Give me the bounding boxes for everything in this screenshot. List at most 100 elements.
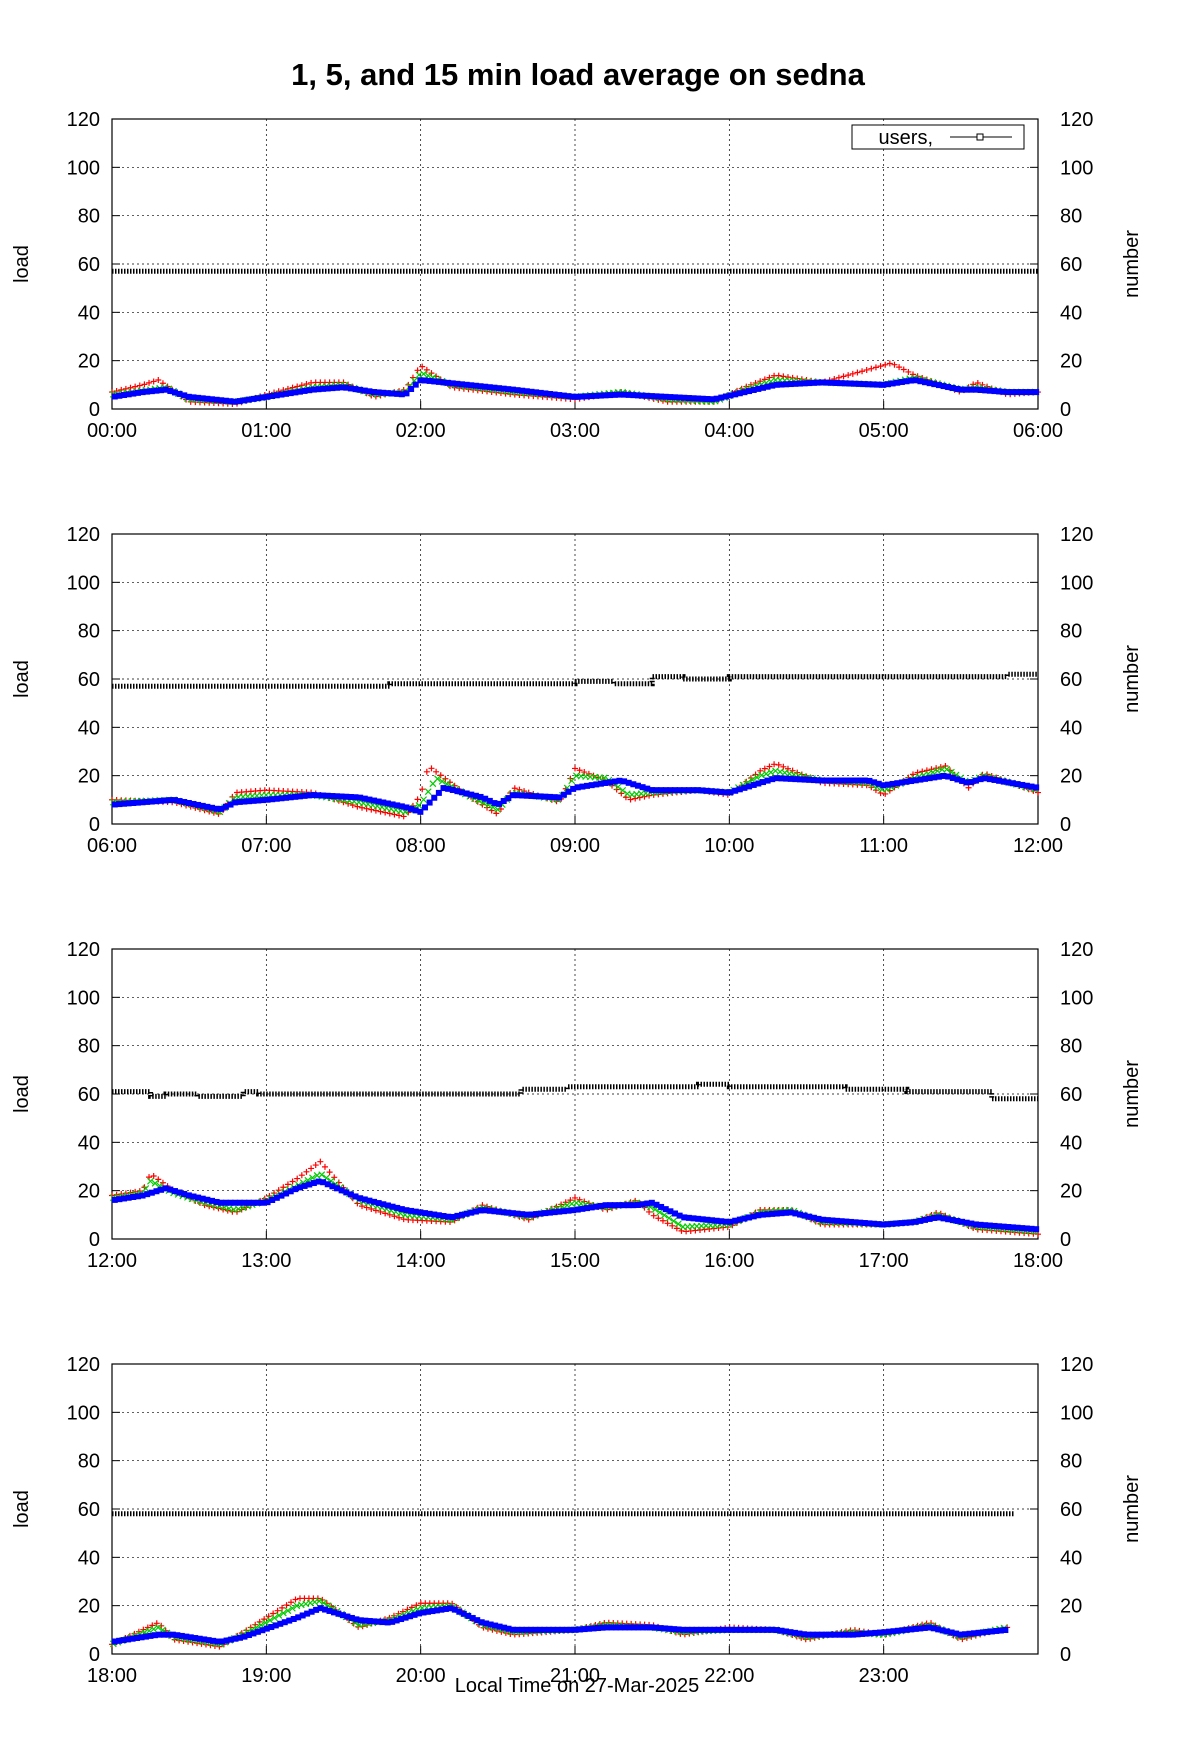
load5-point xyxy=(420,370,428,378)
load15-point xyxy=(116,1196,123,1203)
load15-point xyxy=(121,1195,128,1202)
load15-point xyxy=(584,782,591,789)
load5-point xyxy=(929,768,937,776)
legend: users, xyxy=(851,124,1025,150)
load15-point xyxy=(954,1217,961,1224)
load15-point xyxy=(556,392,563,399)
load15-point xyxy=(542,1210,549,1217)
load15-point xyxy=(209,396,216,403)
load15-point xyxy=(278,795,285,802)
y-axis-label-right: number xyxy=(1121,645,1143,713)
load15-point xyxy=(472,382,479,389)
load15-point xyxy=(320,385,327,392)
load15-point xyxy=(246,396,253,403)
y-tick-label-right: 40 xyxy=(1060,1132,1082,1154)
load15-point xyxy=(459,789,466,796)
load1-point xyxy=(155,377,162,383)
chart-title: 1, 5, and 15 min load average on sedna xyxy=(291,57,865,92)
load5-point xyxy=(660,1211,668,1219)
load15-point xyxy=(899,1627,906,1634)
load15-point xyxy=(465,1612,472,1619)
load15-point xyxy=(125,391,132,398)
load15-point xyxy=(621,778,628,785)
load15-point xyxy=(357,1195,364,1202)
load5-point xyxy=(767,768,775,776)
load1-point xyxy=(303,1168,310,1175)
load1-point xyxy=(613,786,620,793)
y-tick-label-right: 120 xyxy=(1060,939,1093,961)
load5-point xyxy=(934,767,941,775)
load15-point xyxy=(348,1614,355,1621)
load15-point xyxy=(750,386,757,393)
load15-point xyxy=(630,781,637,788)
load15-point xyxy=(922,379,929,386)
load15-point xyxy=(241,798,248,805)
load15-point xyxy=(634,782,641,789)
load5-point xyxy=(670,1217,678,1225)
x-tick-label: 12:00 xyxy=(87,1250,137,1272)
load15-point xyxy=(917,1625,924,1632)
load15-point xyxy=(505,1625,512,1632)
load15-point xyxy=(755,385,762,392)
load15-point xyxy=(542,793,549,800)
load15-point xyxy=(709,788,716,795)
load15-point xyxy=(792,1210,799,1217)
load15-point xyxy=(616,777,623,784)
load15-point xyxy=(912,1218,919,1225)
load15-point xyxy=(308,1608,315,1615)
load15-point xyxy=(834,777,841,784)
load15-point xyxy=(617,1624,624,1631)
load15-point xyxy=(685,395,692,402)
load15-point xyxy=(931,381,938,388)
load15-point xyxy=(148,388,155,395)
load15-point xyxy=(871,779,878,786)
plot-frame xyxy=(111,118,1039,410)
load1-point xyxy=(673,1225,680,1232)
load15-point xyxy=(449,380,456,387)
load15-point xyxy=(695,1215,702,1222)
load15-point xyxy=(736,390,743,397)
load15-point xyxy=(120,1637,127,1644)
load15-point xyxy=(295,1614,302,1621)
load15-point xyxy=(139,1192,146,1199)
load15-point xyxy=(509,386,516,393)
load5-point xyxy=(438,777,446,785)
load1-point xyxy=(386,810,393,817)
load15-point xyxy=(533,793,540,800)
y-axis-label-left: load xyxy=(11,1490,33,1528)
load15-point xyxy=(496,385,503,392)
load15-point xyxy=(528,1211,535,1218)
load15-point xyxy=(699,1216,706,1223)
load15-point xyxy=(474,1617,481,1624)
load15-point xyxy=(380,1201,387,1208)
load15-point xyxy=(514,1210,521,1217)
load15-point xyxy=(227,398,234,405)
load15-point xyxy=(213,1198,220,1205)
load15-point xyxy=(556,1208,563,1215)
load15-point xyxy=(931,1214,938,1221)
load15-point xyxy=(611,391,618,398)
load15-point xyxy=(554,1626,561,1633)
load15-point xyxy=(523,1626,530,1633)
y-tick-label-right: 20 xyxy=(1060,766,1082,788)
load15-point xyxy=(630,1624,637,1631)
load15-point xyxy=(857,1219,864,1226)
load15-point xyxy=(791,1629,798,1636)
load15-point xyxy=(783,775,790,782)
load15-point xyxy=(599,1624,606,1631)
series-users xyxy=(112,671,1038,689)
load1-point xyxy=(419,363,426,370)
load1-point xyxy=(289,1178,296,1185)
load15-point xyxy=(315,386,322,393)
load15-point xyxy=(1005,779,1012,786)
load15-point xyxy=(693,1626,700,1633)
load15-point xyxy=(805,1631,812,1638)
load15-point xyxy=(1033,1226,1040,1233)
load15-point xyxy=(818,1631,825,1638)
load5-point xyxy=(145,1627,153,1635)
load15-point xyxy=(237,1634,244,1641)
load15-point xyxy=(273,392,280,399)
load15-point xyxy=(185,393,192,400)
load15-point xyxy=(492,1622,499,1629)
load15-point xyxy=(984,1628,991,1635)
